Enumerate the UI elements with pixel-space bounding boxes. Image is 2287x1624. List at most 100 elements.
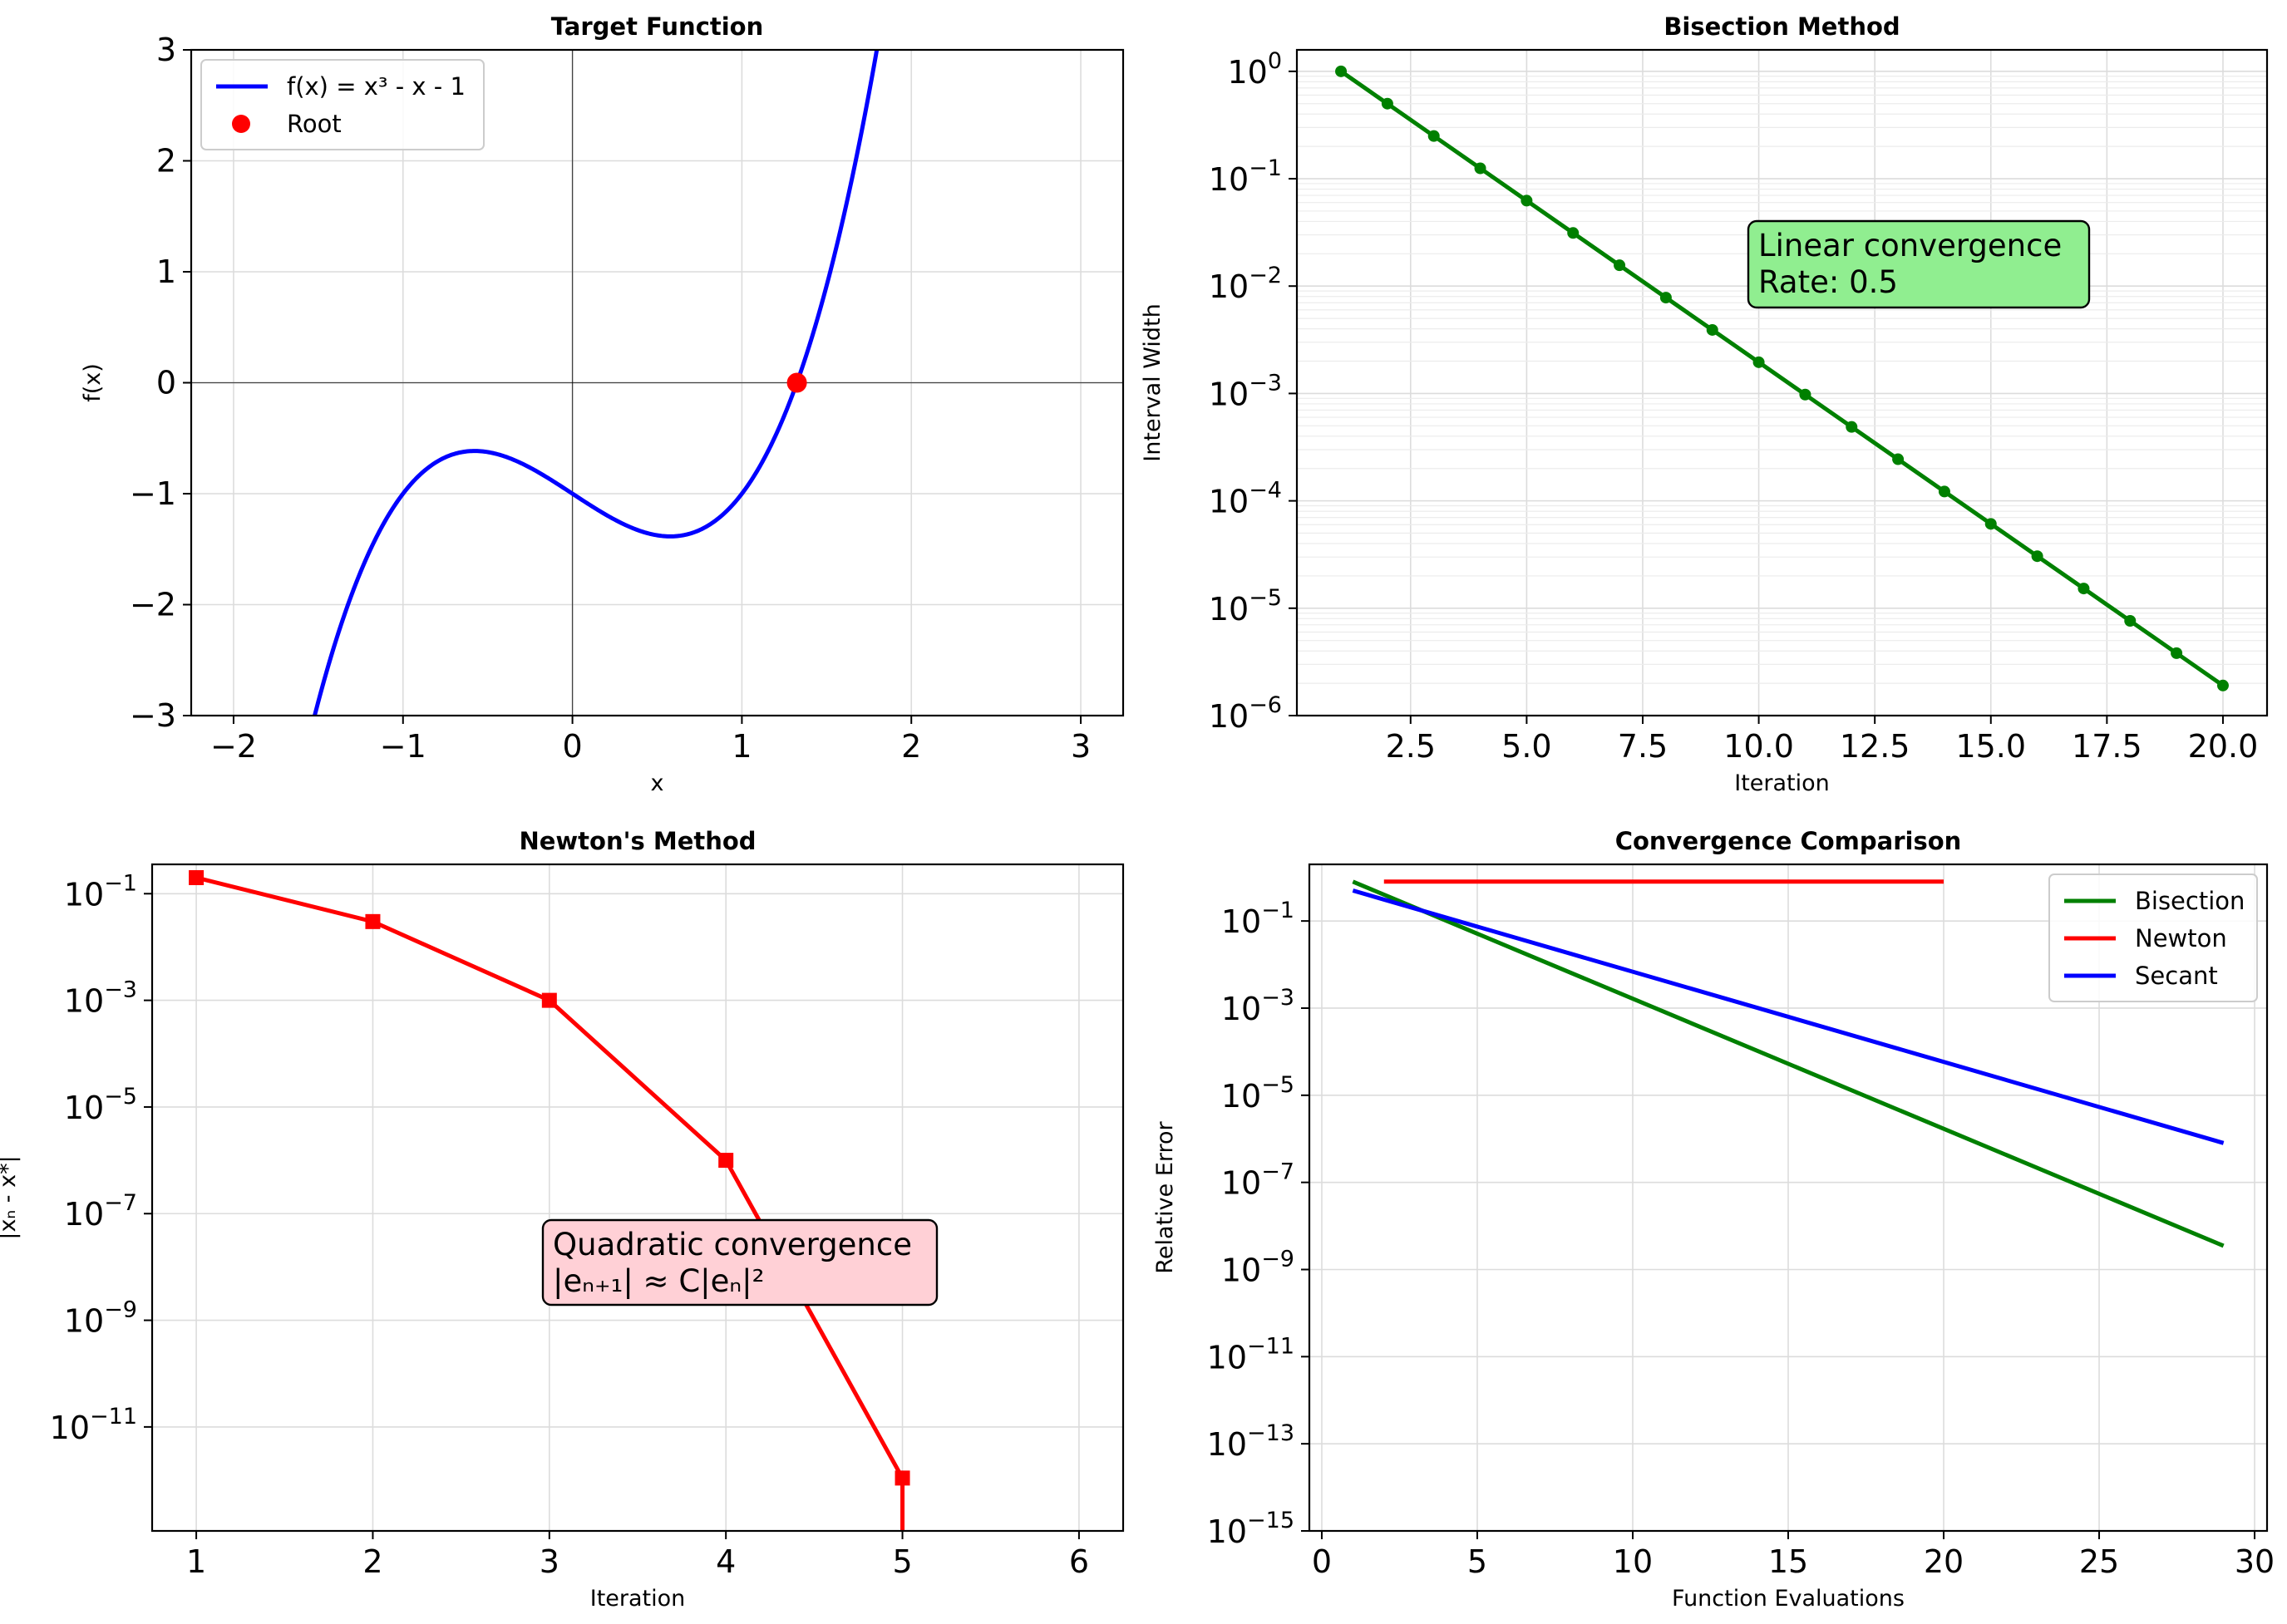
y-tick-exponent: −5	[1249, 585, 1282, 611]
y-tick-exponent: −3	[104, 977, 137, 1003]
y-tick-exponent: −5	[104, 1084, 137, 1110]
x-tick-label: −1	[380, 728, 426, 765]
y-tick-label: 10−11	[1207, 1333, 1294, 1375]
y-axis-label: Relative Error	[1152, 1120, 1178, 1273]
x-tick-label: 2	[901, 728, 921, 765]
plot-frame	[1308, 863, 2269, 1533]
x-tick-label: 5.0	[1501, 728, 1551, 765]
legend-marker	[232, 115, 250, 133]
x-tick-label: 30	[2235, 1543, 2275, 1580]
function-curve	[312, 50, 880, 716]
y-tick-exponent: 0	[1268, 48, 1282, 74]
x-tick-label: 5	[1467, 1543, 1487, 1580]
y-tick-label: 10−1	[1209, 155, 1282, 198]
x-tick-label: 1	[732, 728, 752, 765]
y-tick-label: 10−5	[1221, 1072, 1294, 1115]
grid-lines	[152, 864, 1123, 1531]
grid-lines	[1297, 50, 2267, 716]
annotation-text: Quadratic convergence	[553, 1227, 912, 1262]
bisection-point	[1335, 65, 1348, 77]
y-tick-exponent: −11	[1247, 1333, 1294, 1359]
bisection-point	[1614, 259, 1626, 272]
bisection-point	[2171, 647, 2183, 659]
newton-point	[718, 1153, 734, 1169]
x-tick-label: 15.0	[1955, 728, 2026, 765]
bisection-point	[1892, 453, 1905, 465]
y-tick-exponent: −7	[104, 1190, 137, 1216]
x-axis-label: x	[651, 770, 664, 796]
x-tick-label: 0	[562, 728, 582, 765]
x-tick-label: 5	[892, 1543, 912, 1580]
annotation: Quadratic convergence|eₙ₊₁| ≈ C|eₙ|²	[541, 1218, 939, 1307]
x-tick-label: −2	[210, 728, 257, 765]
bisection-point	[1846, 421, 1858, 433]
y-tick-label: −3	[130, 697, 176, 734]
legend-label: f(x) = x³ - x - 1	[287, 72, 466, 101]
legend-label: Secant	[2135, 962, 2218, 990]
legend: Bisection Newton Secant	[2048, 874, 2258, 1002]
legend-box	[2048, 874, 2258, 1002]
chart-comparison: 0 5 10 15 20 25 30 10−1 10−3 10−5 10−7 10−9 10−11 10−…	[1152, 827, 2275, 1612]
y-tick-label: 0	[156, 365, 176, 401]
plot-frame	[1295, 48, 2269, 717]
x-axis-label: Iteration	[1734, 770, 1830, 796]
newton-point	[541, 992, 557, 1008]
y-tick-label: 2	[156, 143, 176, 180]
y-tick-exponent: −1	[104, 870, 137, 896]
chart-bisection: 2.5 5.0 7.5 10.0 12.5 15.0 17.5 20.0 100 10−1 10−2…	[1140, 12, 2269, 796]
chart-title: Newton's Method	[519, 827, 756, 855]
x-tick-label: 6	[1069, 1543, 1089, 1580]
y-tick-label: 10−4	[1209, 478, 1282, 520]
y-tick-exponent: −6	[1249, 692, 1282, 718]
bisection-point	[1659, 292, 1672, 304]
annotation-text: |eₙ₊₁| ≈ C|eₙ|²	[553, 1263, 764, 1299]
y-tick-label: 10−3	[64, 977, 137, 1020]
annotation-text: Rate: 0.5	[1758, 264, 1898, 300]
x-tick-label: 2	[362, 1543, 382, 1580]
bisection-point	[1706, 323, 1718, 336]
legend-label: Bisection	[2135, 887, 2245, 915]
legend-label: Newton	[2135, 924, 2227, 952]
y-tick-label: 10−1	[1221, 898, 1294, 940]
y-tick-exponent: −13	[1247, 1420, 1294, 1446]
x-tick-label: 25	[2079, 1543, 2119, 1580]
bisection-point	[1427, 130, 1440, 142]
legend: f(x) = x³ - x - 1 Root	[200, 59, 485, 150]
y-tick-label: 10−5	[64, 1084, 137, 1126]
bisection-point	[1799, 388, 1811, 401]
y-tick-exponent: −3	[1249, 370, 1282, 396]
x-tick-label: 20	[1924, 1543, 1964, 1580]
y-tick-label: 10−9	[1221, 1246, 1294, 1288]
x-tick-label: 17.5	[2072, 728, 2142, 765]
y-axis-label: |xₙ - x*|	[0, 1155, 21, 1239]
chart-target-function: −2 −1 0 1 2 3 −3 −2 −1 0 1 2 3 Target Function x f(x) f(…	[80, 12, 1125, 796]
annotation-text: Linear convergence	[1758, 228, 2062, 263]
root-marker	[786, 372, 807, 393]
legend-label: Root	[287, 110, 342, 138]
y-tick-exponent: −15	[1247, 1508, 1294, 1533]
y-tick-label: 10−1	[64, 870, 137, 913]
x-tick-label: 15	[1768, 1543, 1808, 1580]
y-tick-label: 10−2	[1209, 263, 1282, 305]
bisection-point	[2124, 614, 2137, 627]
y-tick-exponent: −9	[104, 1297, 137, 1323]
y-tick-label: 3	[156, 32, 176, 68]
bisection-point	[1984, 518, 1997, 530]
y-tick-label: 10−11	[50, 1404, 137, 1446]
y-tick-exponent: −7	[1261, 1159, 1294, 1185]
y-tick-label: 10−7	[1221, 1159, 1294, 1202]
y-tick-label: 10−9	[64, 1297, 137, 1340]
y-tick-exponent: −1	[1261, 898, 1294, 923]
y-tick-exponent: −1	[1249, 155, 1282, 181]
y-tick-label: −1	[130, 475, 176, 512]
bisection-point	[1938, 485, 1950, 498]
secant-series-line	[1352, 888, 2225, 1145]
plot-frame	[190, 48, 1125, 717]
x-tick-label: 1	[186, 1543, 206, 1580]
y-tick-label: 10−6	[1209, 692, 1282, 735]
bisection-point	[1567, 227, 1580, 239]
newton-point	[365, 913, 381, 929]
x-tick-label: 10	[1613, 1543, 1653, 1580]
